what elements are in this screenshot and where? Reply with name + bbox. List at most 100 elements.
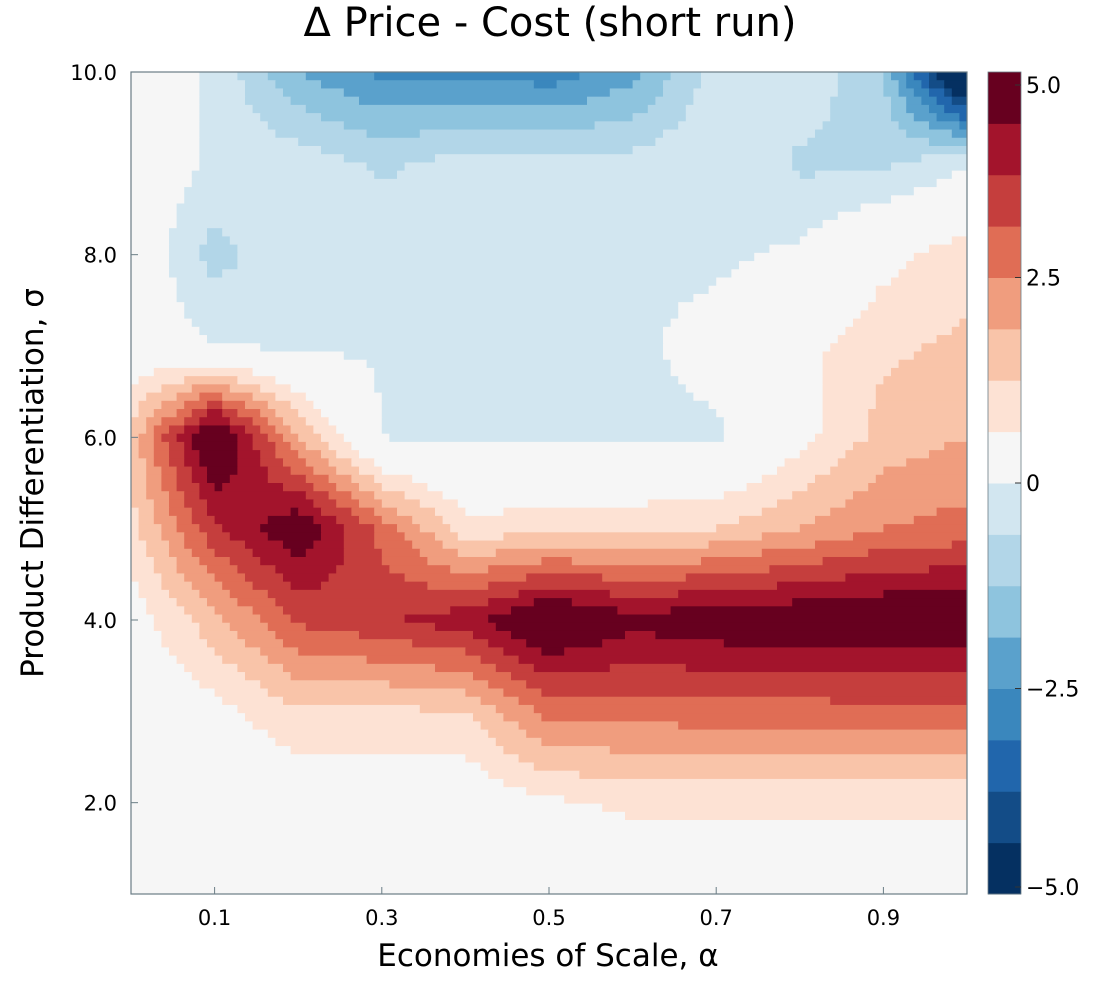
contour-cell: [488, 729, 527, 739]
contour-cell: [853, 318, 960, 328]
contour-cell: [199, 80, 246, 90]
contour-cell: [556, 80, 634, 90]
contour-cell: [503, 746, 611, 755]
contour-cell: [951, 540, 967, 550]
contour-cell: [169, 425, 185, 435]
contour-cell: [131, 318, 193, 328]
contour-cell: [191, 474, 208, 484]
contour-cell: [199, 630, 238, 640]
contour-cell: [412, 515, 444, 525]
contour-cell: [199, 417, 231, 427]
contour-cell: [153, 367, 254, 377]
contour-cell: [260, 409, 276, 418]
colorbar-tick-label: 0: [1026, 472, 1040, 497]
contour-cell: [290, 581, 322, 591]
contour-cell: [222, 614, 261, 624]
contour-cell: [199, 72, 238, 81]
contour-cell: [275, 376, 375, 385]
contour-cell: [191, 466, 208, 476]
contour-cell: [131, 515, 140, 525]
contour-cell: [716, 277, 892, 287]
colorbar-swatch: [988, 791, 1021, 844]
contour-cell: [207, 532, 231, 542]
contour-cell: [883, 466, 967, 476]
contour-cell: [374, 524, 398, 533]
contour-cell: [830, 343, 922, 353]
contour-cell: [685, 113, 831, 122]
contour-cell: [381, 400, 710, 410]
colorbar-swatch: [988, 328, 1021, 381]
contour-cell: [283, 573, 330, 583]
contour-cell: [913, 515, 967, 525]
contour-cell: [777, 466, 831, 476]
contour-cell: [891, 162, 967, 172]
contour-cell: [131, 639, 162, 648]
contour-cell: [868, 433, 967, 443]
contour-cell: [807, 228, 967, 237]
contour-cell: [321, 507, 352, 517]
contour-cell: [131, 795, 565, 805]
contour-cell: [131, 737, 276, 747]
contour-cell: [184, 458, 200, 468]
contour-cell: [815, 129, 907, 139]
contour-cell: [191, 433, 238, 443]
contour-cell: [313, 499, 337, 509]
contour-cell: [609, 88, 664, 98]
contour-cell: [161, 417, 185, 427]
contour-cell: [131, 261, 170, 270]
contour-cell: [389, 433, 725, 443]
contour-cell: [207, 540, 246, 550]
contour-cell: [503, 713, 542, 722]
contour-cell: [131, 614, 155, 624]
colorbar-swatch: [988, 123, 1021, 176]
contour-cell: [184, 532, 208, 542]
contour-cell: [837, 211, 967, 221]
contour-cell: [222, 409, 238, 418]
x-axis-label: Economies of Scale, α: [377, 938, 718, 974]
contour-cell: [199, 113, 261, 122]
contour-cell: [131, 548, 147, 558]
contour-cell: [503, 507, 763, 517]
contour-cell: [343, 524, 375, 533]
contour-cell: [822, 400, 877, 410]
x-tick-label: 0.7: [699, 906, 732, 930]
contour-cell: [359, 483, 383, 492]
contour-cell: [176, 285, 710, 295]
contour-cell: [685, 573, 846, 583]
contour-cell: [381, 483, 428, 492]
contour-cell: [260, 384, 292, 394]
contour-cell: [138, 589, 170, 599]
contour-cell: [625, 630, 656, 640]
contour-cell: [191, 515, 216, 525]
contour-cell: [260, 647, 299, 657]
contour-cell: [138, 581, 162, 591]
contour-cell: [822, 425, 869, 435]
contour-cell: [267, 622, 307, 632]
contour-cell: [131, 236, 170, 246]
contour-cell: [693, 88, 839, 98]
contour-cell: [465, 688, 504, 698]
contour-cell: [138, 450, 155, 459]
contour-cell: [313, 425, 337, 435]
colorbar-swatch: [988, 534, 1021, 587]
contour-cell: [799, 524, 884, 533]
contour-cell: [131, 425, 147, 435]
contour-cell: [929, 104, 945, 114]
contour-cell: [252, 581, 292, 591]
contour-cell: [267, 515, 314, 525]
contour-cell: [663, 326, 846, 336]
contour-cell: [564, 795, 967, 805]
contour-cell: [305, 474, 330, 484]
contour-cell: [944, 88, 953, 98]
contour-cell: [921, 96, 938, 106]
contour-cell: [161, 532, 185, 542]
contour-cell: [199, 326, 664, 336]
contour-cell: [716, 409, 824, 418]
contour-cell: [131, 565, 155, 575]
contour-cell: [374, 540, 413, 550]
contour-cell: [511, 672, 967, 681]
contour-cell: [328, 441, 352, 451]
contour-cell: [723, 417, 824, 427]
contour-cell: [936, 178, 967, 188]
